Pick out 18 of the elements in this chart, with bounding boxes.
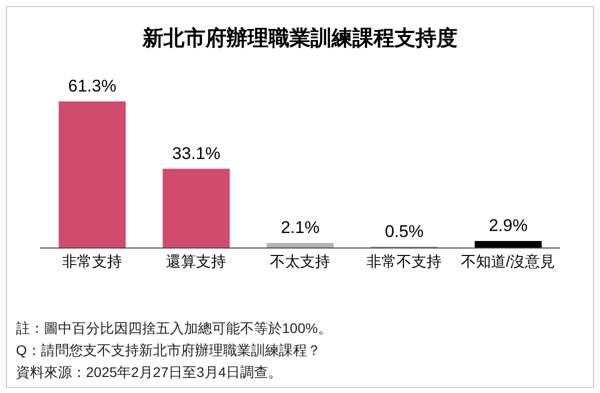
x-tick-label: 非常不支持 [366, 254, 442, 271]
bar [58, 101, 126, 248]
bar [162, 168, 230, 248]
data-label: 61.3% [68, 76, 116, 96]
text: 註：圖中百分比因四捨五入加總可能不等於100%。 [16, 319, 332, 338]
x-tick-label: 不知道/沒意見 [460, 254, 556, 271]
source-note: 資料來源：2025年2月27日至3月4日調查。 [16, 363, 284, 382]
x-tick-label: 不太支持 [270, 254, 330, 271]
x-tick-label: 非常支持 [62, 254, 122, 271]
data-label: 33.1% [172, 144, 220, 163]
chart-title: 新北市府辦理職業訓練課程支持度 [141, 26, 458, 52]
data-label: 2.9% [488, 216, 528, 236]
bar [266, 242, 334, 248]
bar [474, 241, 542, 248]
data-label: 2.1% [280, 218, 320, 237]
x-tick-label: 還算支持 [166, 254, 226, 271]
data-label: 0.5% [384, 222, 424, 241]
text: Q：請問您支不支持新北市府辦理職業訓練課程？ [16, 341, 322, 360]
